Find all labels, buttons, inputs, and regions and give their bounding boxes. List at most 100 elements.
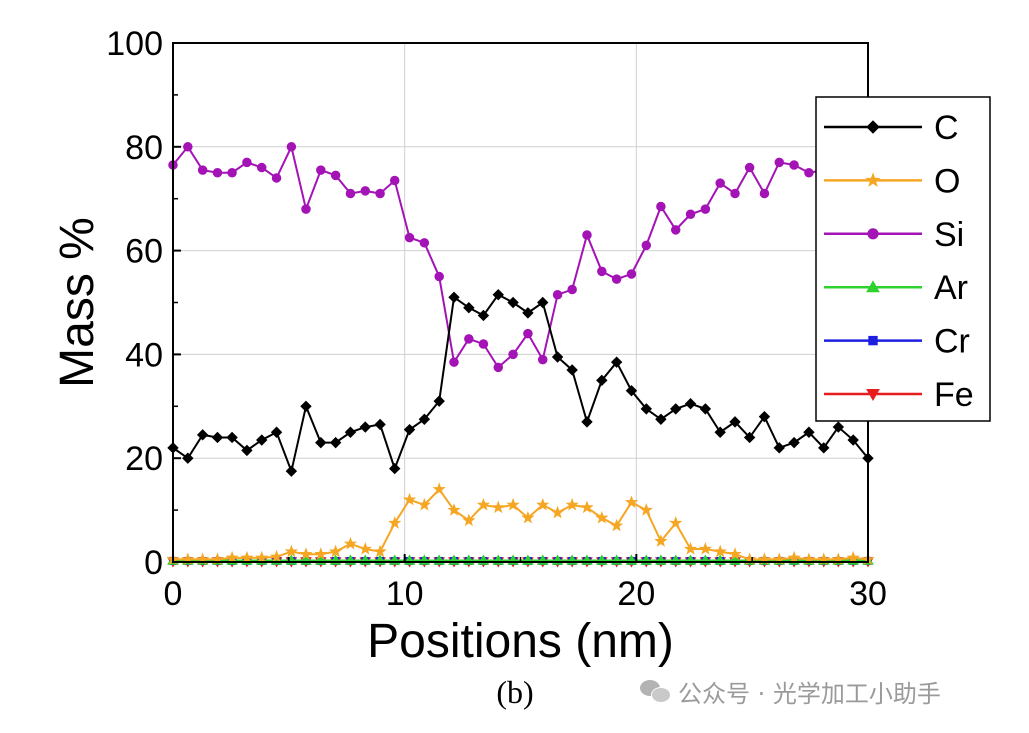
legend-label: Ar [934, 269, 968, 307]
data-point-c [315, 436, 327, 449]
data-point-si [656, 201, 666, 212]
data-point-si [493, 362, 504, 373]
data-point-si [227, 168, 237, 178]
data-point-si [508, 349, 518, 360]
data-point-o [846, 550, 860, 564]
y-tick-label: 60 [125, 233, 163, 271]
data-point-c [270, 426, 283, 438]
grid-lines [173, 43, 868, 562]
data-point-o [402, 492, 417, 506]
data-point-si [611, 274, 622, 284]
data-point-si [715, 178, 725, 188]
data-point-si [286, 142, 297, 152]
data-point-c [551, 351, 564, 363]
legend-item-si: Si [824, 216, 964, 254]
data-point-o [447, 503, 461, 516]
data-point-c [241, 444, 253, 457]
data-point-o [669, 516, 683, 529]
data-point-c [566, 364, 578, 376]
data-point-o [565, 497, 579, 511]
data-point-si [464, 334, 474, 344]
legend-label: Fe [934, 376, 974, 414]
data-point-c [610, 356, 623, 368]
data-point-c [433, 395, 445, 407]
y-tick-label: 80 [125, 129, 163, 167]
data-point-o [284, 544, 299, 558]
axes: 0 10 20 30 0 20 40 60 80 100 [106, 25, 887, 613]
data-point-c [388, 462, 401, 475]
data-point-c [226, 431, 238, 444]
y-tick-label: 100 [106, 25, 163, 63]
data-point-c [256, 434, 268, 446]
data-point-c [418, 413, 431, 425]
data-point-c [640, 403, 653, 415]
data-point-si [419, 238, 430, 248]
data-point-c [182, 452, 194, 464]
data-point-si [301, 204, 311, 214]
data-point-o [698, 542, 713, 555]
data-point-c [699, 403, 712, 415]
data-point-o [728, 547, 742, 560]
data-point-c [847, 434, 859, 446]
legend-label: Si [934, 216, 964, 254]
data-point-si [197, 165, 208, 175]
figure-caption: (b) [496, 674, 534, 710]
legend-item-ar: Ar [824, 269, 968, 307]
data-point-c [537, 296, 549, 309]
legend-label: O [934, 162, 960, 200]
legend-marker [865, 172, 881, 187]
legend-marker [866, 280, 880, 293]
plot-frame [172, 42, 869, 563]
data-point-c [344, 426, 357, 438]
x-axis-title: Positions (nm) [367, 615, 674, 668]
data-point-c [684, 397, 697, 410]
data-point-si [434, 271, 444, 282]
series-c [167, 289, 874, 477]
data-point-c [773, 442, 785, 454]
legend-label: C [934, 109, 959, 147]
data-point-si [523, 328, 533, 339]
legend-marker [868, 335, 878, 346]
wechat-icon [640, 678, 671, 704]
legend-marker [866, 120, 880, 134]
data-point-si [685, 209, 696, 220]
legend-label: Cr [934, 323, 970, 361]
data-point-si [700, 204, 711, 214]
data-point-c [714, 426, 726, 438]
y-tick-label: 20 [125, 440, 163, 478]
data-point-o [314, 547, 328, 560]
data-point-c [196, 429, 209, 441]
data-point-si [345, 188, 356, 199]
y-tick-label: 40 [125, 336, 163, 374]
data-point-o [476, 497, 491, 511]
data-point-o [358, 542, 372, 555]
data-point-c [211, 431, 224, 444]
y-tick-label: 0 [144, 544, 163, 582]
x-tick-label: 10 [386, 575, 424, 613]
data-point-si [389, 175, 400, 186]
data-point-si [316, 165, 326, 175]
data-point-c [788, 436, 800, 449]
legend: CO Si Ar Cr Fe [815, 96, 991, 422]
data-point-o [580, 500, 594, 514]
data-point-c [507, 296, 519, 309]
data-point-si [759, 188, 770, 199]
legend-item-c: C [824, 109, 959, 147]
data-point-c [477, 309, 490, 322]
data-point-o [462, 513, 476, 527]
data-point-c [832, 421, 845, 433]
data-point-c [803, 426, 815, 438]
data-point-c [329, 436, 342, 449]
data-point-si [242, 157, 252, 168]
data-point-o [299, 547, 313, 560]
watermark: 公众号 · 光学加工小助手 [640, 673, 941, 709]
series-line-si [172, 143, 868, 369]
data-point-si [330, 170, 341, 181]
data-point-c [625, 385, 638, 397]
data-point-c [374, 418, 386, 431]
data-point-c [818, 442, 830, 454]
data-point-si [789, 160, 799, 170]
data-point-si [744, 162, 755, 173]
data-point-si [375, 188, 385, 199]
data-point-c [403, 423, 416, 436]
